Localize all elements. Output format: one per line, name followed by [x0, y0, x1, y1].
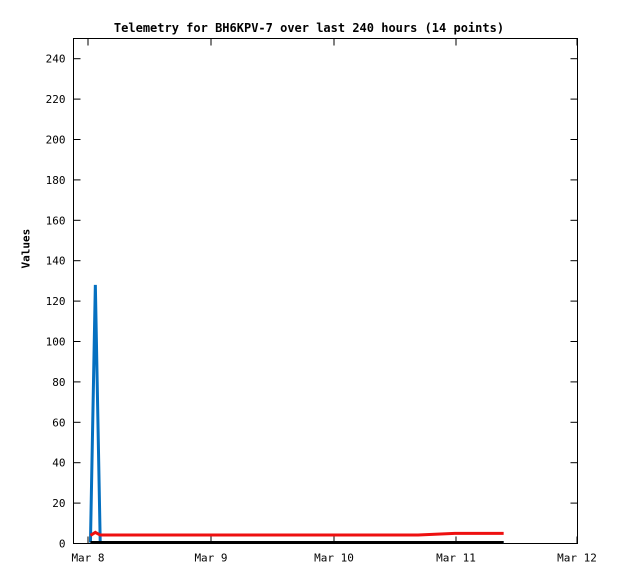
- data-series-group: [88, 284, 504, 544]
- y-tick-label: 100: [46, 336, 66, 349]
- y-tick-label: 60: [52, 416, 65, 429]
- x-axis-ticks: Mar 8 Mar 9 Mar 10 Mar 11 Mar 12: [71, 38, 597, 565]
- y-tick-label: 160: [46, 214, 66, 227]
- y-tick-label: 220: [46, 93, 66, 106]
- y-tick-label: 40: [52, 457, 65, 470]
- y-tick-label: 200: [46, 134, 66, 147]
- data-line-series-blue: [88, 284, 504, 544]
- x-tick-label: Mar 10: [314, 552, 354, 565]
- x-tick-label: Mar 12: [557, 552, 597, 565]
- y-tick-label: 180: [46, 174, 66, 187]
- y-tick-label: 20: [52, 497, 65, 510]
- x-tick-label: Mar 11: [436, 552, 476, 565]
- plot-frame: [73, 38, 578, 544]
- y-tick-label: 0: [59, 538, 66, 551]
- y-tick-label: 240: [46, 53, 66, 66]
- y-tick-label: 80: [52, 376, 65, 389]
- y-tick-label: 120: [46, 295, 66, 308]
- y-axis-ticks: 0 20 40 60 80 100 120 140 160 180 200 220 240: [46, 53, 578, 551]
- chart-title: Telemetry for BH6KPV-7 over last 240 hou…: [113, 21, 505, 35]
- x-tick-label: Mar 9: [194, 552, 227, 565]
- x-tick-label: Mar 8: [71, 552, 104, 565]
- data-line-series-red: [89, 530, 504, 537]
- y-tick-label: 140: [46, 255, 66, 268]
